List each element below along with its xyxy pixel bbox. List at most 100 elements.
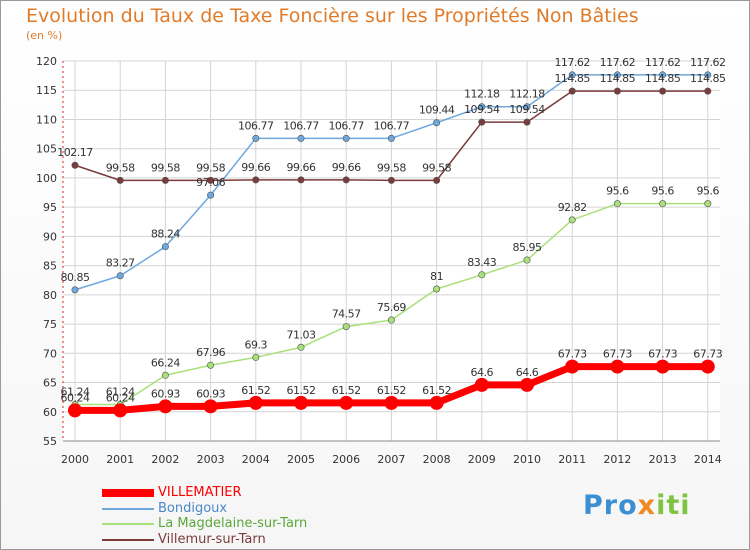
data-label: 106.77 bbox=[283, 119, 319, 132]
data-label: 106.77 bbox=[374, 119, 410, 132]
data-label: 99.58 bbox=[151, 161, 180, 174]
data-label: 81 bbox=[430, 270, 443, 283]
x-tick-label: 2011 bbox=[558, 453, 586, 466]
legend-item: Villemur-sur-Tarn bbox=[102, 532, 266, 547]
data-point bbox=[161, 243, 169, 251]
x-tick-label: 2008 bbox=[423, 453, 451, 466]
legend-swatch bbox=[102, 489, 154, 497]
data-point bbox=[429, 395, 444, 410]
data-point bbox=[520, 377, 534, 392]
y-tick-label: 60 bbox=[43, 406, 57, 419]
data-point bbox=[659, 200, 667, 208]
y-tick-label: 95 bbox=[43, 201, 57, 214]
data-point bbox=[339, 395, 354, 410]
x-tick-label: 2014 bbox=[694, 453, 722, 466]
data-point bbox=[342, 176, 350, 184]
data-point bbox=[342, 323, 350, 331]
legend-swatch bbox=[102, 507, 154, 510]
data-point bbox=[297, 176, 305, 184]
data-point bbox=[116, 272, 124, 280]
data-label: 99.66 bbox=[287, 161, 316, 174]
data-point bbox=[568, 87, 576, 95]
data-label: 106.77 bbox=[328, 119, 364, 132]
x-tick-label: 2003 bbox=[197, 453, 225, 466]
data-point bbox=[433, 176, 441, 184]
y-tick-label: 120 bbox=[36, 55, 57, 68]
data-label: 99.58 bbox=[422, 161, 451, 174]
data-point bbox=[433, 119, 441, 127]
legend-swatch bbox=[102, 523, 154, 525]
data-point bbox=[203, 399, 218, 414]
data-point bbox=[387, 176, 395, 184]
y-tick-label: 70 bbox=[43, 347, 57, 360]
data-point bbox=[523, 118, 531, 126]
x-tick-label: 2001 bbox=[106, 453, 134, 466]
data-point bbox=[297, 134, 305, 142]
data-point bbox=[68, 403, 82, 418]
x-tick-label: 2006 bbox=[332, 453, 360, 466]
data-point bbox=[252, 176, 260, 184]
legend-label: Bondigoux bbox=[158, 500, 228, 516]
data-label: 61.24 bbox=[61, 386, 90, 399]
data-label: 74.57 bbox=[332, 308, 361, 321]
data-point bbox=[523, 256, 531, 264]
data-label: 60.24 bbox=[61, 391, 90, 404]
x-tick-label: 2007 bbox=[377, 453, 405, 466]
data-point bbox=[474, 377, 489, 392]
data-point bbox=[704, 87, 712, 95]
data-point bbox=[565, 359, 580, 374]
data-point bbox=[161, 371, 169, 379]
data-label: 99.66 bbox=[332, 161, 361, 174]
data-label: 80.85 bbox=[61, 271, 90, 284]
data-point bbox=[659, 71, 667, 79]
y-tick-label: 110 bbox=[36, 113, 57, 126]
legend-swatch bbox=[102, 538, 154, 541]
data-point bbox=[478, 118, 486, 126]
data-point bbox=[248, 395, 263, 410]
data-label: 112.18 bbox=[509, 88, 545, 101]
y-tick-label: 55 bbox=[43, 435, 57, 448]
y-tick-label: 75 bbox=[43, 318, 57, 331]
x-tick-label: 2012 bbox=[603, 453, 631, 466]
data-label: 67.73 bbox=[603, 348, 632, 361]
data-point bbox=[659, 87, 667, 95]
data-point bbox=[71, 161, 79, 169]
unit-label: (en %) bbox=[26, 29, 63, 42]
data-label: 114.85 bbox=[554, 72, 590, 85]
data-label: 114.85 bbox=[600, 72, 636, 85]
data-point bbox=[387, 134, 395, 142]
data-label: 88.24 bbox=[151, 228, 180, 241]
data-point bbox=[704, 71, 712, 79]
data-point bbox=[478, 271, 486, 279]
data-label: 66.24 bbox=[151, 356, 180, 369]
data-label: 61.24 bbox=[106, 386, 135, 399]
data-label: 61.52 bbox=[287, 384, 316, 397]
data-label: 61.52 bbox=[241, 384, 270, 397]
data-label: 112.18 bbox=[464, 88, 500, 101]
legend-item: VILLEMATIER bbox=[102, 486, 242, 500]
x-tick-label: 2000 bbox=[61, 453, 89, 466]
y-tick-label: 80 bbox=[43, 289, 57, 302]
data-label: 61.52 bbox=[377, 384, 406, 397]
data-point bbox=[342, 134, 350, 142]
data-point bbox=[252, 134, 260, 142]
data-label: 109.44 bbox=[419, 104, 455, 117]
y-tick-label: 115 bbox=[36, 84, 57, 97]
chart-title: Evolution du Taux de Taxe Foncière sur l… bbox=[26, 5, 639, 27]
x-tick-label: 2005 bbox=[287, 453, 315, 466]
x-tick-label: 2002 bbox=[151, 453, 179, 466]
x-tick-label: 2004 bbox=[242, 453, 270, 466]
data-label: 60.24 bbox=[106, 391, 135, 404]
data-point bbox=[252, 353, 260, 361]
data-point bbox=[613, 200, 621, 208]
data-label: 69.3 bbox=[245, 338, 268, 351]
data-label: 99.66 bbox=[241, 161, 270, 174]
data-label: 114.85 bbox=[645, 72, 681, 85]
data-point bbox=[384, 395, 399, 410]
y-tick-label: 65 bbox=[43, 377, 57, 390]
data-point bbox=[207, 361, 215, 369]
legend-label: La Magdelaine-sur-Tarn bbox=[158, 516, 308, 531]
data-label: 61.52 bbox=[332, 384, 361, 397]
x-tick-label: 2009 bbox=[468, 453, 496, 466]
data-label: 95.6 bbox=[651, 185, 674, 198]
